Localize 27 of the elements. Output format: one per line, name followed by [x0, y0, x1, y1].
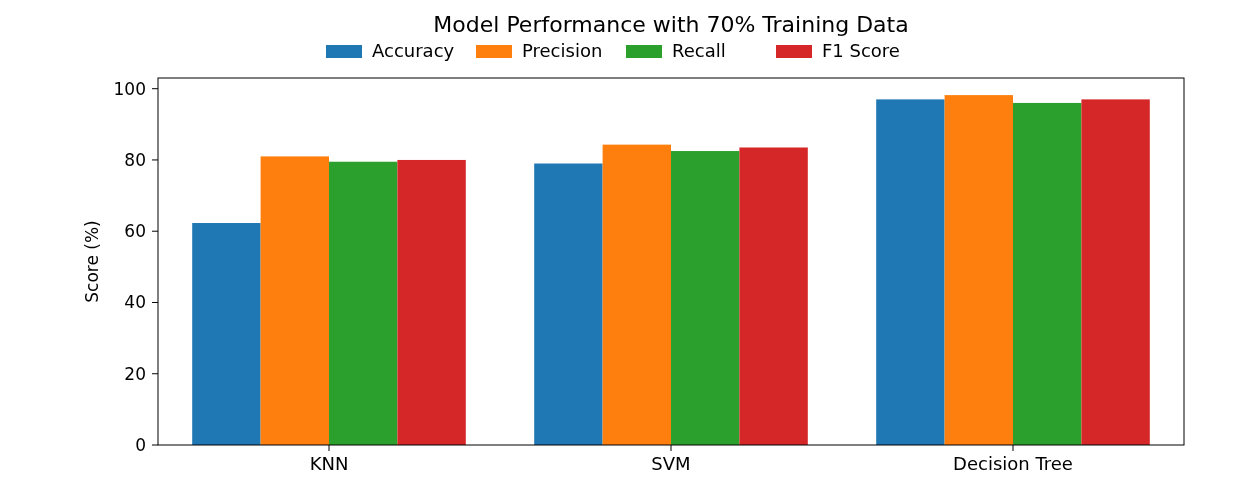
bar: [944, 95, 1013, 445]
bar: [1013, 102, 1082, 445]
bar: [329, 161, 398, 445]
legend-label: F1 Score: [822, 40, 900, 61]
bar: [671, 151, 740, 445]
y-tick-label: 60: [124, 221, 146, 242]
chart-title: Model Performance with 70% Training Data: [433, 12, 909, 37]
legend-label: Precision: [522, 40, 603, 61]
bar: [534, 163, 603, 445]
bar: [397, 159, 466, 445]
y-tick-label: 80: [124, 149, 146, 170]
x-tick-label: SVM: [651, 453, 691, 474]
bar: [1081, 99, 1150, 445]
bar: [739, 147, 808, 445]
y-axis-title: Score (%): [82, 220, 102, 303]
legend-label: Recall: [672, 40, 726, 61]
x-tick-label: Decision Tree: [953, 453, 1073, 474]
legend-label: Accuracy: [372, 40, 455, 61]
bar: [260, 156, 329, 445]
x-tick-label: KNN: [309, 453, 349, 474]
y-tick-label: 0: [135, 434, 146, 455]
y-tick-label: 40: [124, 292, 146, 313]
y-tick-label: 20: [124, 363, 146, 384]
bar: [602, 144, 671, 445]
bar: [876, 99, 945, 445]
y-tick-label: 100: [113, 78, 146, 99]
bar: [192, 223, 261, 445]
